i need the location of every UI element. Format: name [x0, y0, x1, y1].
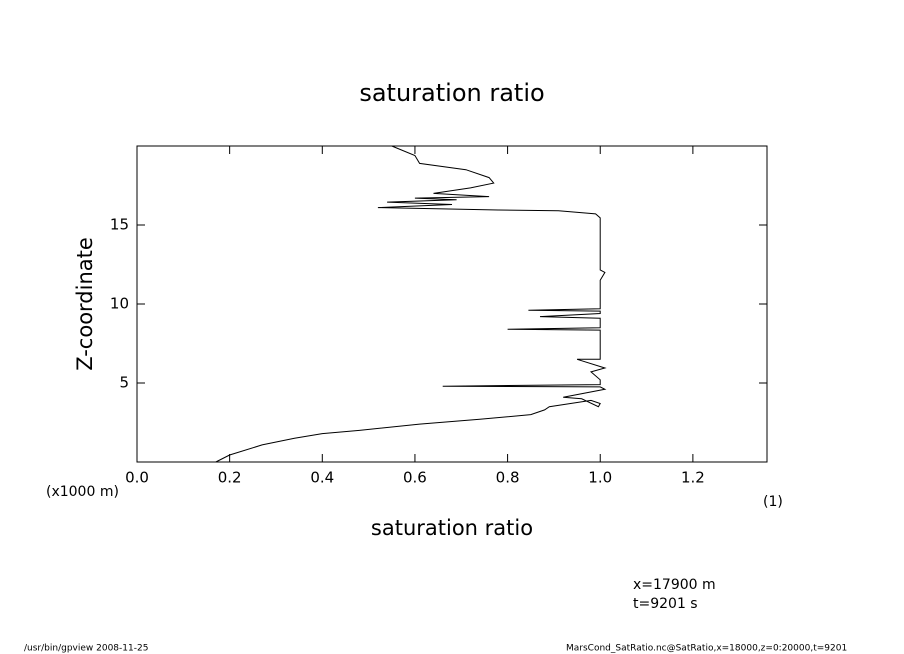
y-axis-label: Z-coordinate — [73, 237, 97, 371]
chart-title: saturation ratio — [359, 79, 544, 107]
plot-frame — [136, 145, 768, 463]
x-tick-label: 1.2 — [681, 469, 705, 487]
profile-line — [215, 145, 607, 463]
x-units: (1) — [763, 494, 783, 510]
annotation: t=9201 s — [633, 596, 698, 612]
x-tick-label: 1.0 — [588, 469, 612, 487]
y-tick-label: 10 — [110, 295, 129, 313]
footer: MarsCond_SatRatio.nc@SatRatio,x=18000,z=… — [566, 644, 847, 654]
footer: /usr/bin/gpview 2008-11-25 — [24, 644, 148, 654]
x-axis-label: saturation ratio — [371, 516, 533, 540]
x-tick-label: 0.0 — [125, 469, 149, 487]
y-tick-label: 5 — [119, 374, 129, 392]
annotation: x=17900 m — [633, 577, 716, 593]
x-tick-label: 0.6 — [403, 469, 427, 487]
y-units: (x1000 m) — [46, 484, 119, 500]
x-tick-label: 0.2 — [218, 469, 242, 487]
x-tick-label: 0.8 — [496, 469, 520, 487]
x-tick-label: 0.4 — [310, 469, 334, 487]
y-tick-label: 15 — [110, 216, 129, 234]
